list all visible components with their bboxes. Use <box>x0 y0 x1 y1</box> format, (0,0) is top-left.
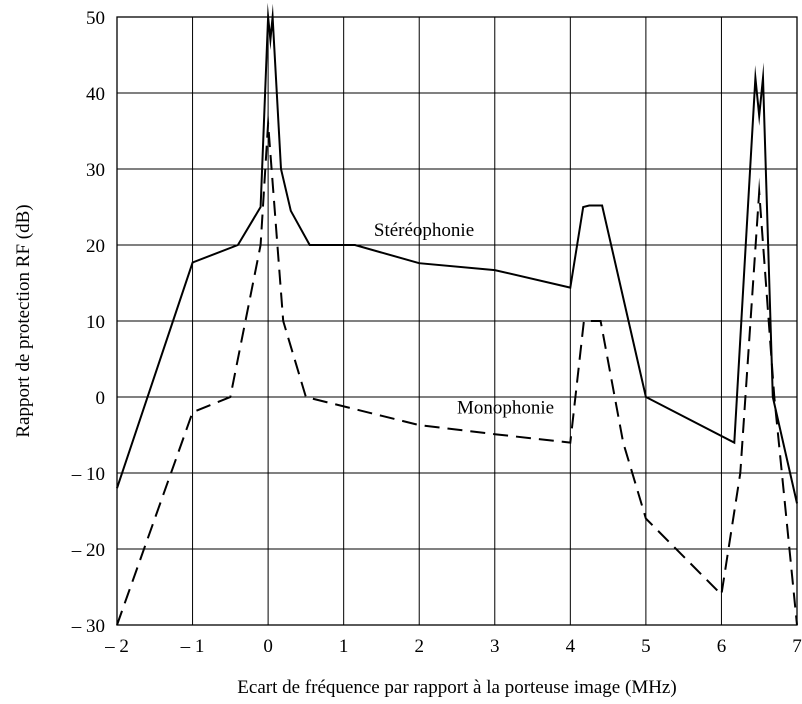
x-tick-label: 2 <box>414 636 424 657</box>
x-tick-label: 1 <box>339 636 349 657</box>
x-tick-label: – 2 <box>104 636 129 657</box>
y-tick-label: 0 <box>96 388 106 409</box>
annotations: Stéréophonie Monophonie <box>374 220 554 419</box>
grid <box>116 16 798 626</box>
x-tick-label: 4 <box>566 636 576 657</box>
y-axis-title: Rapport de protection RF (dB) <box>13 204 34 437</box>
y-tick-label: 30 <box>86 160 105 181</box>
y-tick-label: – 20 <box>71 540 105 561</box>
x-tick-label: 0 <box>263 636 273 657</box>
series-annotation: Stéréophonie <box>374 220 474 241</box>
plot-area-frame <box>116 16 798 626</box>
x-tick-label: 6 <box>717 636 727 657</box>
series-layer <box>116 2 798 626</box>
y-tick-label: 20 <box>86 236 105 257</box>
y-tick-label: 40 <box>86 84 105 105</box>
y-tick-label: 50 <box>86 8 105 29</box>
y-tick-label: – 30 <box>71 616 105 637</box>
x-axis-title: Ecart de fréquence par rapport à la port… <box>237 677 676 698</box>
x-tick-label: 3 <box>490 636 500 657</box>
y-tick-label: 10 <box>86 312 105 333</box>
series-annotation: Monophonie <box>457 398 554 419</box>
y-tick-label: – 10 <box>71 464 105 485</box>
x-tick-label: – 1 <box>180 636 205 657</box>
x-tick-label: 7 <box>792 636 802 657</box>
series-line-stéréophonie <box>116 2 798 504</box>
x-tick-label: 5 <box>641 636 651 657</box>
series-line-monophonie <box>116 108 798 626</box>
